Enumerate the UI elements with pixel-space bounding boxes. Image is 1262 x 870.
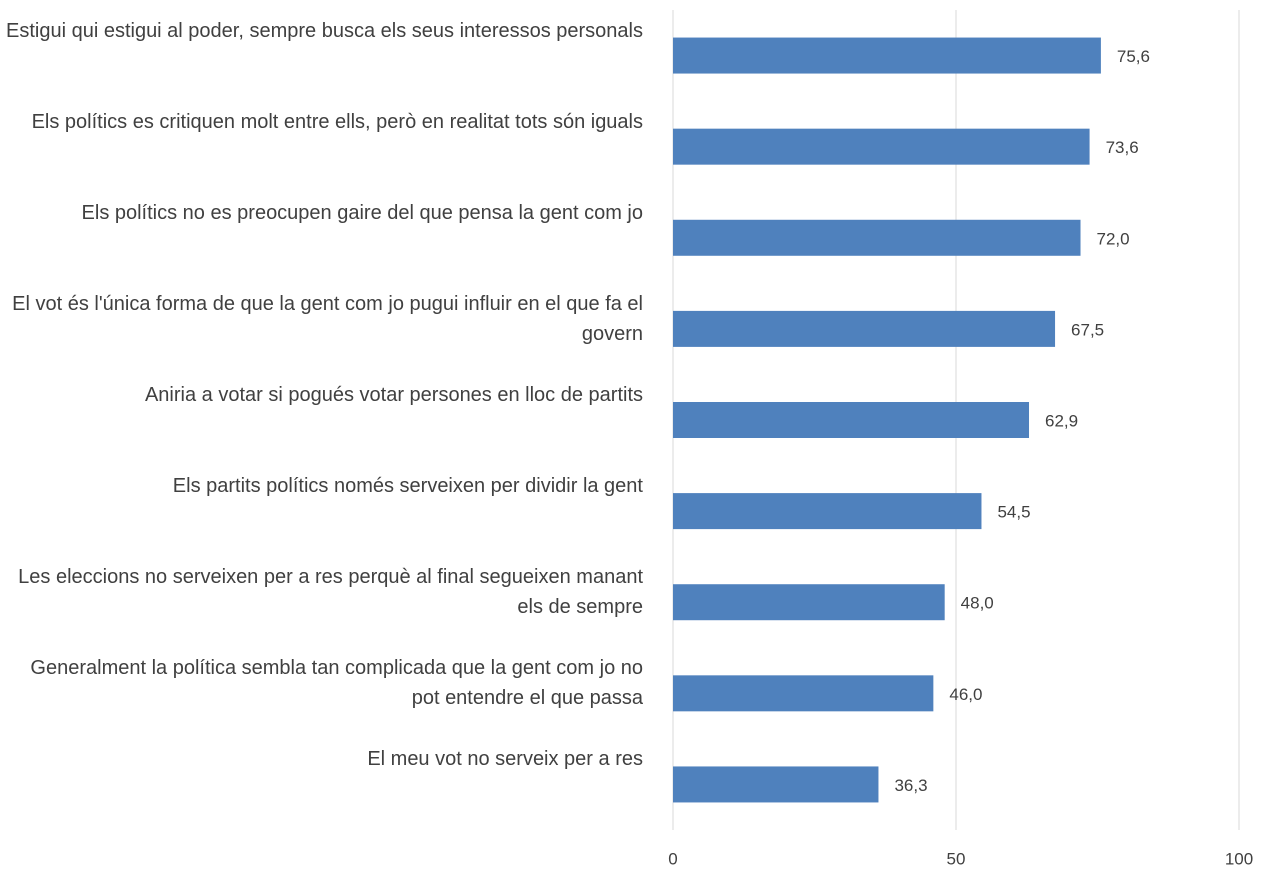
bar bbox=[673, 128, 1090, 165]
data-label: 67,5 bbox=[1071, 320, 1104, 339]
bar bbox=[673, 675, 934, 712]
x-tick-label: 0 bbox=[668, 849, 677, 868]
data-label: 75,6 bbox=[1117, 47, 1150, 66]
x-tick-label: 100 bbox=[1225, 849, 1253, 868]
category-label: Els partits polítics només serveixen per… bbox=[172, 475, 643, 498]
category-label: El meu vot no serveix per a res bbox=[367, 748, 643, 771]
data-label: 72,0 bbox=[1097, 229, 1130, 248]
data-label: 48,0 bbox=[961, 594, 994, 613]
bar bbox=[673, 219, 1081, 256]
category-label: Els polítics no es preocupen gaire del q… bbox=[81, 201, 643, 224]
category-label: Els polítics es critiquen molt entre ell… bbox=[31, 110, 643, 133]
category-label: Generalment la política sembla tan compl… bbox=[30, 657, 643, 710]
data-label: 36,3 bbox=[894, 776, 927, 795]
data-label: 73,6 bbox=[1106, 138, 1139, 157]
category-label: El vot és l'única forma de que la gent c… bbox=[12, 292, 643, 345]
bar bbox=[673, 766, 879, 803]
x-tick-label: 50 bbox=[947, 849, 966, 868]
category-label: Aniria a votar si pogués votar persones … bbox=[144, 384, 643, 406]
category-label: Estigui qui estigui al poder, sempre bus… bbox=[5, 19, 643, 42]
bar bbox=[673, 584, 945, 621]
data-label: 46,0 bbox=[949, 685, 982, 704]
data-label: 62,9 bbox=[1045, 411, 1078, 430]
bar bbox=[673, 493, 982, 530]
bar bbox=[673, 402, 1030, 438]
bar bbox=[673, 310, 1056, 347]
data-label: 54,5 bbox=[997, 503, 1030, 522]
bar bbox=[673, 37, 1101, 74]
category-label: Les eleccions no serveixen per a res per… bbox=[18, 566, 643, 619]
